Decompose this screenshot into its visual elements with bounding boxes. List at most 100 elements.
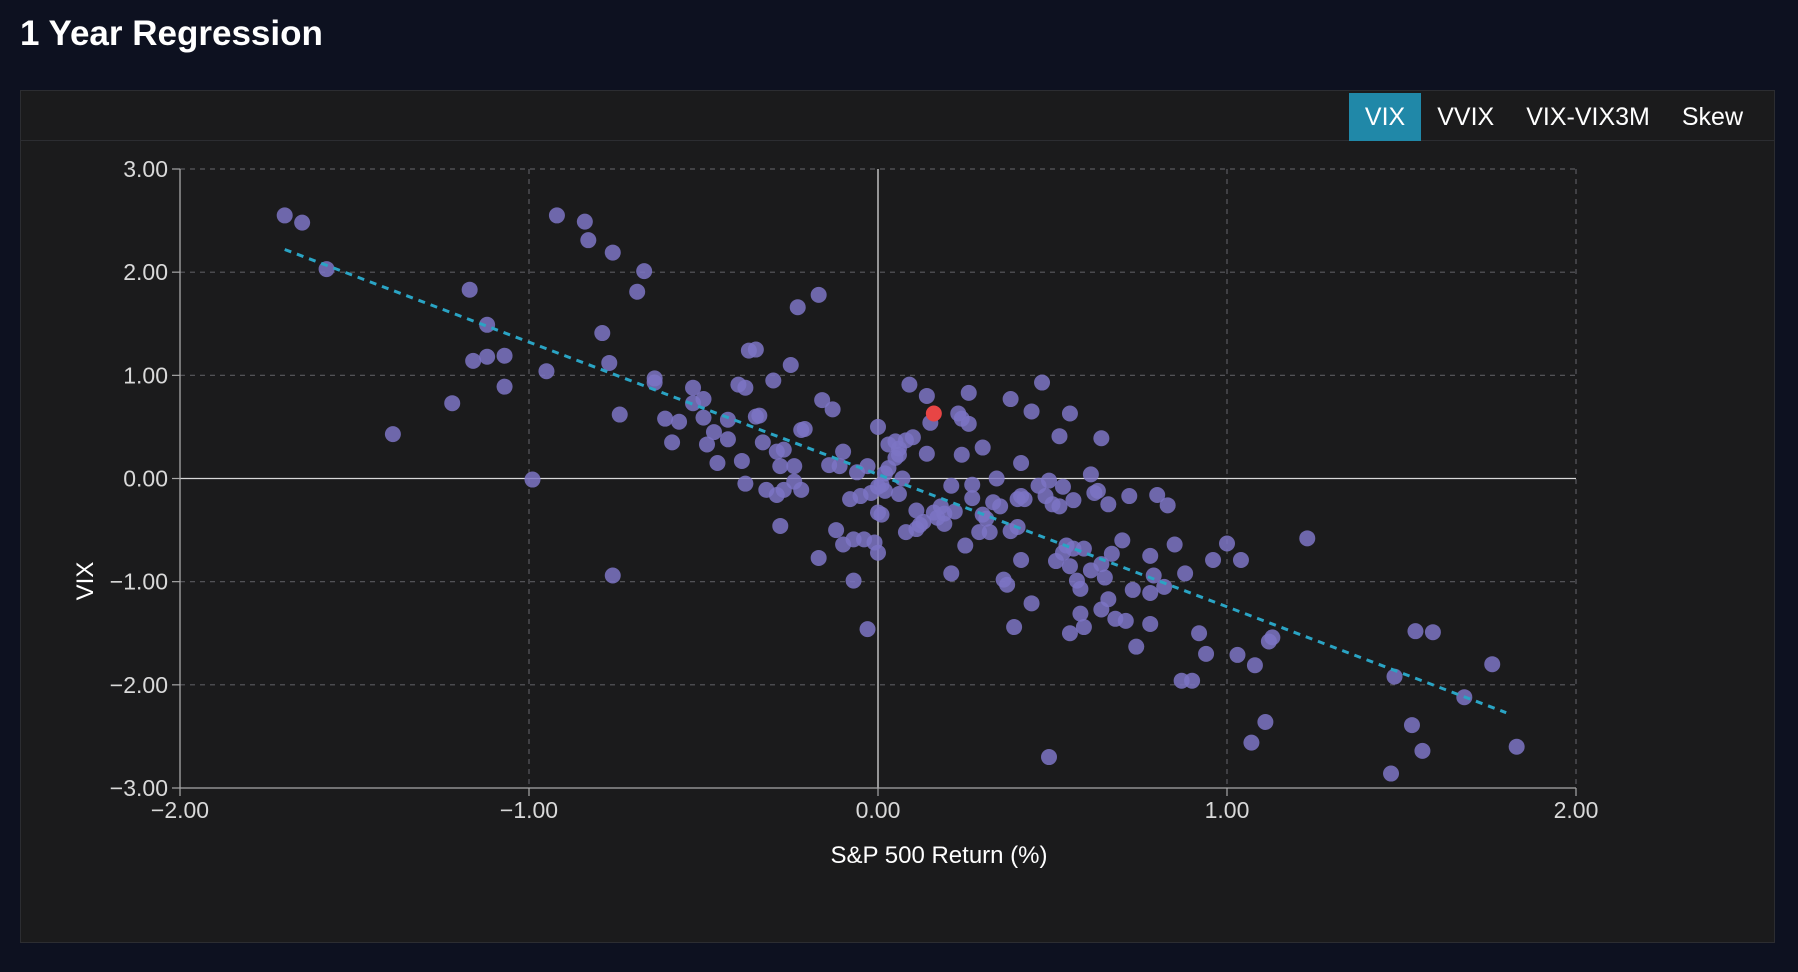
scatter-point: [465, 352, 482, 369]
scatter-point: [789, 299, 806, 316]
y-tick-label: −2.00: [110, 672, 168, 698]
scatter-point: [1142, 547, 1159, 564]
x-axis-label: S&P 500 Return (%): [831, 842, 1048, 869]
x-tick-label: 1.00: [1205, 797, 1250, 823]
scatter-point: [964, 476, 981, 493]
scatter-point: [918, 445, 935, 462]
scatter-point: [580, 232, 597, 249]
scatter-point: [1082, 466, 1099, 483]
scatter-point: [1023, 403, 1040, 420]
scatter-point: [960, 415, 977, 432]
scatter-point: [943, 477, 960, 494]
scatter-point: [685, 379, 702, 396]
scatter-point: [915, 513, 932, 530]
scatter-point: [1407, 623, 1424, 640]
scatter-point: [1145, 567, 1162, 584]
tab-vvix[interactable]: VVIX: [1437, 102, 1495, 131]
scatter-point: [981, 524, 998, 541]
scatter-point: [1121, 488, 1138, 505]
scatter-point: [1184, 672, 1201, 689]
scatter-point: [1128, 638, 1145, 655]
scatter-point: [1061, 625, 1078, 642]
scatter-point: [890, 446, 907, 463]
scatter-point: [709, 455, 726, 472]
scatter-point: [1006, 619, 1023, 636]
scatter-point: [835, 443, 852, 460]
scatter-point: [538, 363, 555, 380]
grid-lines: [180, 168, 1577, 788]
tick-labels: −2.00 −1.00 0.00 1.00 2.00−3.00−2.00−1.000.0…: [110, 156, 1599, 823]
scatter-point: [1072, 605, 1089, 622]
scatter-point: [646, 374, 663, 391]
scatter-point: [824, 401, 841, 418]
scatter-point: [1299, 530, 1316, 547]
scatter-point: [992, 498, 1009, 515]
y-tick-label: 2.00: [123, 259, 168, 285]
scatter-point: [999, 576, 1016, 593]
scatter-point: [1051, 428, 1068, 445]
x-tick-label: 2.00: [1554, 797, 1599, 823]
scatter-point: [496, 378, 513, 395]
scatter-point: [1013, 552, 1030, 569]
regression-line: [284, 248, 1507, 715]
scatter-point: [1065, 492, 1082, 509]
scatter-point: [1198, 645, 1215, 662]
scatter-point: [1002, 391, 1019, 408]
scatter-point: [1177, 565, 1194, 582]
scatter-point: [461, 281, 478, 298]
scatter-point: [1264, 629, 1281, 646]
x-tick-label: −1.00: [500, 797, 558, 823]
scatter-points: [276, 207, 1525, 782]
regression-line-group: [284, 248, 1507, 715]
scatter-point: [1414, 742, 1431, 759]
toolbar: VIX VVIX VIX-VIX3M Skew: [21, 91, 1774, 141]
scatter-point: [831, 458, 848, 475]
scatter-point: [1075, 619, 1092, 636]
scatter-point: [1149, 487, 1166, 504]
scatter-point: [751, 407, 768, 424]
scatter-point: [814, 392, 831, 409]
scatter-point: [747, 341, 764, 358]
scatter-point: [1072, 580, 1089, 597]
scatter-point: [548, 207, 565, 224]
scatter-point: [772, 458, 789, 475]
tab-vix[interactable]: VIX: [1348, 93, 1422, 141]
scatter-point: [657, 410, 674, 427]
scatter-point: [444, 395, 461, 412]
scatter-point: [1114, 532, 1131, 549]
scatter-point: [629, 283, 646, 300]
scatter-point: [1229, 646, 1246, 663]
scatter-point: [611, 406, 628, 423]
scatter-point: [901, 376, 918, 393]
scatter-point: [957, 537, 974, 554]
scatter-point: [1142, 615, 1159, 632]
scatter-point: [695, 409, 712, 426]
scatter-point: [775, 441, 792, 458]
scatter-point: [964, 490, 981, 507]
scatter-point: [1117, 612, 1134, 629]
scatter-point: [960, 384, 977, 401]
scatter-point: [1061, 558, 1078, 575]
scatter-point: [943, 565, 960, 582]
tab-skew[interactable]: Skew: [1681, 102, 1743, 131]
scatter-point: [1403, 717, 1420, 734]
y-tick-label: −1.00: [110, 569, 168, 595]
scatter-point: [524, 471, 541, 488]
scatter-point: [1016, 491, 1033, 508]
scatter-point: [276, 207, 293, 224]
y-axis-label: VIX: [72, 562, 99, 601]
scatter-point: [698, 436, 715, 453]
scatter-point: [737, 379, 754, 396]
scatter-point: [1096, 569, 1113, 586]
scatter-point: [1484, 656, 1501, 673]
scatter-point: [810, 549, 827, 566]
scatter-point: [1023, 595, 1040, 612]
scatter-point: [904, 429, 921, 446]
scatter-point: [876, 482, 893, 499]
tab-vix-vix3m[interactable]: VIX-VIX3M: [1526, 102, 1650, 131]
scatter-point: [1166, 536, 1183, 553]
scatter-point: [719, 431, 736, 448]
scatter-point: [1100, 496, 1117, 513]
scatter-point: [946, 503, 963, 520]
scatter-point: [894, 470, 911, 487]
